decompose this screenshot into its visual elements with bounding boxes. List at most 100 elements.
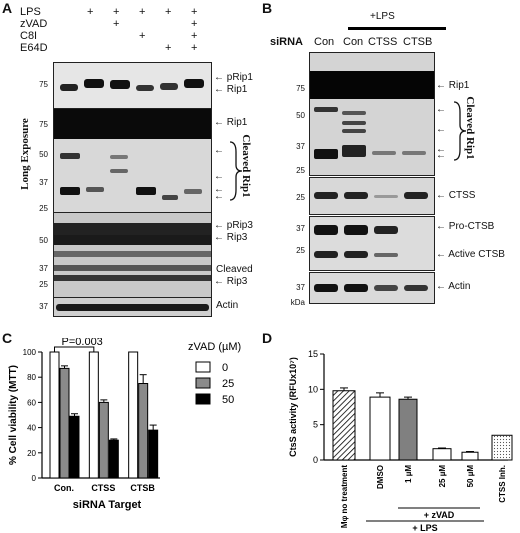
- mw-b3-25: 25: [296, 246, 305, 255]
- bar-3: [432, 448, 452, 461]
- label-rip1: ← Rip1: [214, 84, 248, 95]
- legend-label-0: 0: [222, 362, 228, 374]
- treatment-sign: +: [191, 6, 198, 18]
- y-axis-label: % Cell viability (MTT): [8, 365, 19, 465]
- kda-label: kDa: [290, 298, 305, 307]
- mw-a3-50: 50: [39, 236, 48, 245]
- category-label: CTSS: [91, 483, 115, 493]
- blot-a-rip1-long: [53, 108, 212, 213]
- bar-CTSS-0: [88, 351, 99, 479]
- category-label: Mφ no treatment: [340, 465, 349, 528]
- category-label: CTSS Inh.: [498, 465, 507, 503]
- mw-b4-37: 37: [296, 283, 305, 292]
- label-rip1-long: ← Rip1: [214, 117, 248, 128]
- y-tick-label: 100: [23, 348, 37, 357]
- bar-5: [491, 434, 513, 461]
- p-value-label: P=0.003: [62, 338, 103, 348]
- bar-CTSB-50: [148, 429, 159, 479]
- mw-a1-75: 75: [39, 80, 48, 89]
- blot-a-rip3: [53, 212, 212, 298]
- treatment-sign: +: [191, 30, 198, 42]
- label-prip3: ← pRip3: [214, 220, 253, 231]
- bar-CTSB-0: [128, 351, 139, 479]
- label-cleaved: Cleaved: [216, 264, 253, 275]
- legend-title: zVAD (µM): [188, 341, 241, 353]
- blot-a-actin: [53, 297, 212, 317]
- label-b-actin: ← Actin: [436, 281, 471, 292]
- mw-a2-50: 50: [39, 150, 48, 159]
- treatment-sign: +: [165, 6, 172, 18]
- bar-1: [369, 396, 391, 461]
- treatment-sign: +: [113, 18, 120, 30]
- arrow-a-2: ←: [214, 171, 224, 182]
- category-label: 25 µM: [438, 465, 447, 488]
- bar-Con.-25: [59, 367, 70, 479]
- treatment-label-zvad: zVAD: [20, 18, 48, 30]
- blot-b-ctss: [309, 177, 435, 215]
- sirna-label: siRNA: [270, 36, 304, 48]
- y-tick-label: 0: [313, 455, 318, 465]
- y-tick-label: 40: [27, 424, 36, 433]
- bar-CTSS-25: [98, 401, 109, 479]
- cell-viability-chart: 0 20 40 60 80 100 % Cell viability (MTT) Con. CT…: [8, 338, 241, 511]
- label-rip3: ← Rip3: [214, 232, 248, 243]
- y-tick-label: 15: [308, 349, 318, 359]
- legend-swatch-0: [195, 361, 211, 373]
- arrow-b-1: ←: [436, 104, 446, 115]
- panel-b-letter: B: [262, 0, 273, 16]
- y-tick-label: 0: [32, 474, 37, 483]
- treatment-sign: +: [139, 6, 146, 18]
- lane-b-3: CTSS: [368, 36, 398, 48]
- lps-group-label: + LPS: [412, 523, 437, 533]
- treatment-sign: +: [87, 6, 94, 18]
- mw-b2-25: 25: [296, 193, 305, 202]
- bar-CTSB-25: [138, 383, 149, 479]
- cleaved-rip1-label-a: Cleaved Rip1: [240, 134, 252, 198]
- category-label: 1 µM: [404, 465, 413, 483]
- lane-b-4: CTSB: [403, 36, 433, 48]
- treatment-sign: +: [139, 30, 146, 42]
- label-b-rip1: ← Rip1: [436, 80, 470, 91]
- mw-a3-37: 37: [39, 264, 48, 273]
- treatment-label-e64d: E64D: [20, 42, 48, 54]
- treatment-label-c8i: C8I: [20, 30, 38, 42]
- treatment-sign: +: [191, 42, 198, 54]
- arrow-b-2: ←: [436, 124, 446, 135]
- legend-label-50: 50: [222, 394, 234, 406]
- brace-a: [229, 141, 243, 201]
- panel-d-letter: D: [262, 330, 273, 346]
- category-label: DMSO: [376, 465, 385, 489]
- treatment-sign: +: [113, 6, 120, 18]
- category-label: Con.: [54, 483, 74, 493]
- treatment-label-lps: LPS: [20, 6, 41, 18]
- mw-b1-37: 37: [296, 142, 305, 151]
- significance-bracket: [54, 346, 95, 352]
- label-b-ctss: ← CTSS: [436, 190, 476, 201]
- lane-b-1: Con: [314, 36, 335, 48]
- panel-c-letter: C: [2, 330, 13, 346]
- y-tick-label: 5: [313, 420, 318, 430]
- mw-a2-25: 25: [39, 204, 48, 213]
- treatment-sign: +: [165, 42, 172, 54]
- y-tick-label: 20: [27, 449, 36, 458]
- arrow-a-3: ←: [214, 184, 224, 195]
- label-rip3-cleaved: ← Rip3: [214, 276, 248, 287]
- label-b-pro-ctsb: ← Pro-CTSB: [436, 221, 495, 232]
- brace-b: [453, 101, 467, 161]
- ctss-activity-chart: 0 5 10 15 CtsS activity (RFUx10⁷) Mφ no treat…: [288, 349, 513, 533]
- mw-a4-37: 37: [39, 302, 48, 311]
- mw-a3-25: 25: [39, 280, 48, 289]
- bar-2: [398, 398, 418, 461]
- bar-0: [332, 390, 356, 461]
- category-label: 50 µM: [466, 465, 475, 488]
- legend-label-25: 25: [222, 378, 234, 390]
- y-axis-label: CtsS activity (RFUx10⁷): [288, 357, 298, 457]
- arrow-b-3: ←: [436, 144, 446, 155]
- cleaved-rip1-label-b: Cleaved Rip1: [464, 96, 476, 160]
- label-actin-a: Actin: [216, 300, 239, 311]
- y-tick-label: 10: [308, 384, 318, 394]
- arrow-a-1: ←: [214, 145, 224, 156]
- treatment-sign: +: [191, 18, 198, 30]
- lane-b-2: Con: [343, 36, 364, 48]
- bar-Con.-0: [49, 351, 60, 479]
